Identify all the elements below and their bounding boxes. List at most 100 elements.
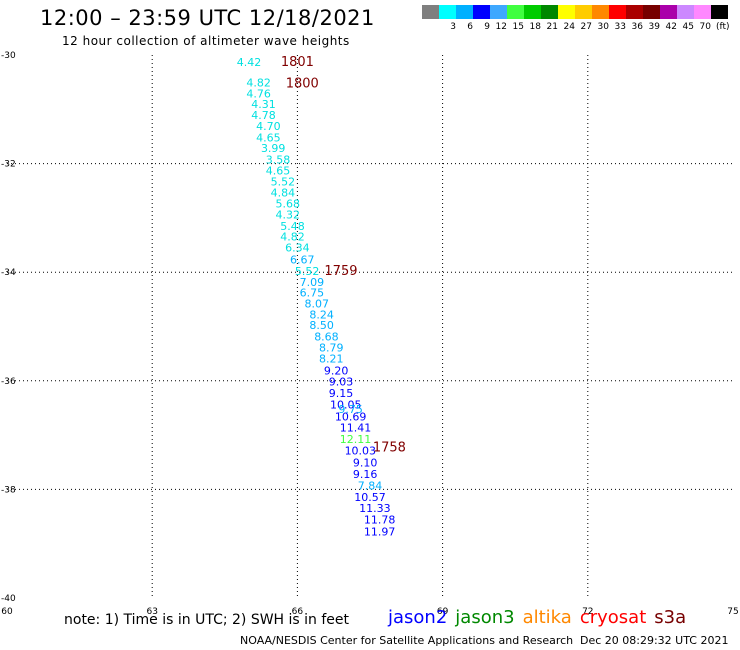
swh-value: 5.52	[271, 175, 296, 188]
satellite-name: altika	[522, 607, 572, 628]
swh-value: 8.68	[314, 331, 339, 344]
legend-swatch	[575, 5, 592, 19]
color-legend-labels: 3 6 9 12 15 18 21 24 27 30 33 36 39 42 45 70	[422, 22, 728, 32]
satellite-name: cryosat	[579, 607, 647, 628]
swh-value: 5.52	[295, 265, 320, 278]
swh-value: 6.67	[290, 254, 315, 267]
legend-label: 39	[648, 22, 660, 32]
swh-value: 3.99	[261, 142, 286, 155]
legend-swatch	[524, 5, 541, 19]
swh-value: 10.57	[354, 491, 386, 504]
y-tick-label: -32	[1, 160, 16, 170]
swh-value: 8.24	[309, 308, 334, 321]
footer-timestamp: Dec 20 08:29:32 UTC 2021	[580, 634, 729, 647]
footer-credit: NOAA/NESDIS Center for Satellite Applica…	[240, 634, 574, 647]
legend-swatch	[677, 5, 694, 19]
swh-value: 8.21	[319, 352, 344, 365]
swh-value: 8.50	[309, 319, 334, 332]
swh-value: 10.05	[330, 398, 362, 411]
swh-value: 9.15	[329, 387, 354, 400]
legend-swatch	[660, 5, 677, 19]
legend-swatch	[456, 5, 473, 19]
track-time-label: 1759	[324, 264, 357, 279]
legend-label: 24	[563, 22, 575, 32]
swh-value: 4.32	[275, 208, 300, 221]
y-tick-label: -36	[1, 377, 16, 387]
swh-value: 11.33	[359, 502, 391, 515]
legend-swatch	[711, 5, 728, 19]
legend-swatch	[541, 5, 558, 19]
legend-label: 70	[699, 22, 711, 32]
legend-label: 36	[631, 22, 643, 32]
x-tick-label: 66	[292, 607, 304, 617]
satellite-name: jason2	[388, 607, 448, 628]
x-tick-label: 60	[1, 607, 13, 617]
swh-value: 8.07	[305, 297, 330, 310]
satellite-name: s3a	[654, 607, 687, 628]
track-time-label: 1758	[373, 440, 406, 455]
swh-value: 9.10	[353, 457, 378, 470]
swh-value: 4.65	[256, 131, 281, 144]
legend-swatch	[609, 5, 626, 19]
swh-value: 7.09	[300, 276, 325, 289]
swh-value: 4.65	[266, 164, 291, 177]
swh-value: 9.20	[324, 364, 349, 377]
swh-value: 4.82	[246, 76, 271, 89]
swh-value: 4.84	[271, 187, 296, 200]
swh-value: 11.78	[364, 514, 396, 527]
swh-value: 11.41	[340, 421, 372, 434]
swh-value: 9.75	[338, 403, 363, 416]
map-title: 12:00 – 23:59 UTC 12/18/2021	[40, 6, 375, 30]
satellite-name: jason3	[455, 607, 515, 628]
swh-value: 4.82	[280, 231, 305, 244]
swh-value: 10.69	[335, 410, 367, 423]
x-tick-label: 75	[727, 607, 738, 617]
swh-value: 4.31	[251, 98, 276, 111]
swh-value: 12.11	[340, 433, 372, 446]
legend-label: 3	[450, 22, 456, 32]
satellite-legend: jason2 jason3 altika cryosat s3a	[388, 607, 694, 628]
swh-value: 8.79	[319, 341, 344, 354]
swh-value: 4.42	[237, 56, 262, 69]
legend-label: 30	[597, 22, 609, 32]
track-time-label: 1800	[286, 77, 319, 92]
legend-swatch	[592, 5, 609, 19]
legend-swatch	[694, 5, 711, 19]
legend-label: 9	[484, 22, 490, 32]
x-tick-label: 72	[582, 607, 593, 617]
map-note: note: 1) Time is in UTC; 2) SWH is in fe…	[64, 612, 350, 628]
swh-value: 6.75	[300, 287, 325, 300]
y-tick-label: -40	[1, 594, 16, 604]
swh-value: 9.03	[329, 376, 354, 389]
x-tick-label: 63	[146, 607, 157, 617]
legend-swatch	[558, 5, 575, 19]
swh-value: 6.34	[285, 242, 310, 255]
y-tick-label: -38	[1, 485, 16, 495]
legend-label: 12	[495, 22, 507, 32]
legend-unit: (ft)	[716, 22, 730, 32]
swh-value: 11.97	[364, 526, 396, 539]
legend-label: 18	[529, 22, 541, 32]
swh-value: 4.70	[256, 120, 281, 133]
y-tick-label: -34	[1, 268, 16, 278]
legend-label: 21	[546, 22, 558, 32]
swh-value: 5.68	[275, 198, 300, 211]
swh-value: 3.58	[266, 154, 291, 167]
legend-label: 27	[580, 22, 592, 32]
legend-label: 6	[467, 22, 473, 32]
legend-swatch	[626, 5, 643, 19]
legend-label: 45	[682, 22, 694, 32]
legend-swatch	[439, 5, 456, 19]
swh-value: 5.48	[280, 220, 305, 233]
track-time-label: 1801	[281, 55, 314, 70]
swh-value: 9.16	[353, 468, 378, 481]
legend-swatch	[643, 5, 660, 19]
swh-value: 4.76	[246, 87, 271, 100]
y-tick-label: -30	[1, 51, 16, 61]
legend-swatch	[507, 5, 524, 19]
swh-value: 7.84	[358, 479, 383, 492]
map-subtitle: 12 hour collection of altimeter wave hei…	[62, 34, 350, 48]
legend-label: 15	[512, 22, 524, 32]
color-legend	[422, 5, 728, 19]
